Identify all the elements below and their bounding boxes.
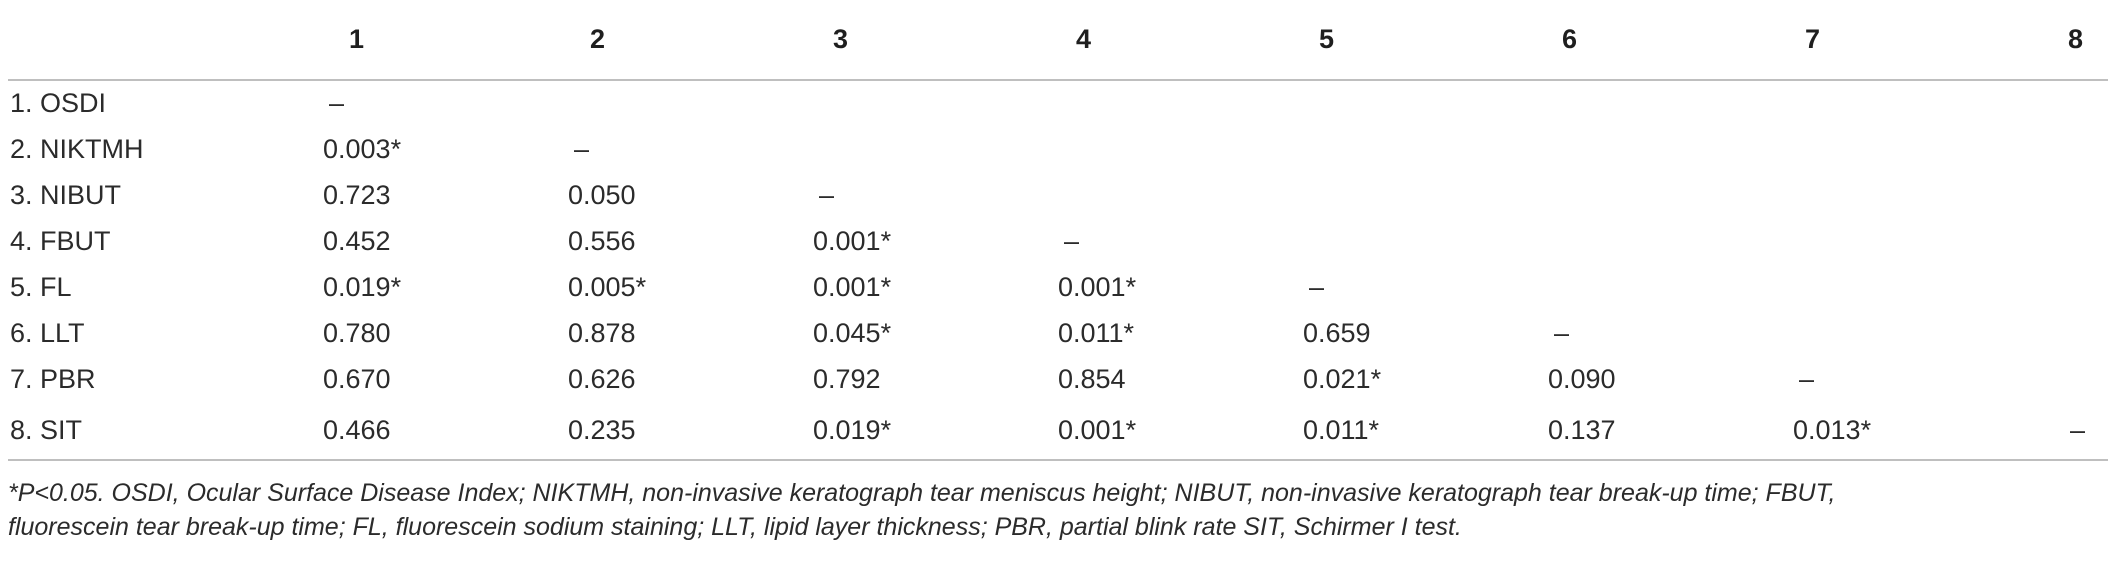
p-value-cell xyxy=(1785,172,2030,218)
row-label: 4. FBUT xyxy=(10,225,111,256)
p-value-cell xyxy=(1785,264,2030,310)
p-value-cell: 0.001* xyxy=(1058,415,1137,445)
p-value-cell: 0.011* xyxy=(1303,415,1380,445)
p-value-cell: 0.019* xyxy=(323,271,402,302)
p-value-cell: 0.659 xyxy=(1303,317,1371,348)
p-value-cell xyxy=(1540,264,1785,310)
p-value-cell: 0.670 xyxy=(323,363,391,394)
table-row: 5. FL 0.019* 0.005* 0.001* 0.001* – xyxy=(8,264,2108,310)
p-value-cell xyxy=(1540,126,1785,172)
header-cell-empty xyxy=(8,0,315,80)
footnote-line-1: *P<0.05. OSDI, Ocular Surface Disease In… xyxy=(8,479,1836,507)
p-value-cell xyxy=(1540,218,1785,264)
table-row: 4. FBUT 0.452 0.556 0.001* – xyxy=(8,218,2108,264)
p-value-cell: 0.137 xyxy=(1548,415,1616,445)
p-value-cell: 0.780 xyxy=(323,317,391,348)
table-footnote: *P<0.05. OSDI, Ocular Surface Disease In… xyxy=(8,476,2108,544)
p-value-cell xyxy=(1295,126,1540,172)
p-value-cell xyxy=(2030,356,2108,402)
p-value-cell: 0.001* xyxy=(813,271,892,302)
p-value-cell xyxy=(560,80,805,126)
p-value-cell: 0.452 xyxy=(323,225,391,256)
header-cell-8: 8 xyxy=(2068,24,2084,54)
p-value-cell xyxy=(1295,80,1540,126)
row-label: 1. OSDI xyxy=(10,88,107,118)
p-value-cell xyxy=(1785,218,2030,264)
header-cell-4: 4 xyxy=(1076,24,1092,54)
p-value-cell: 0.090 xyxy=(1548,363,1616,394)
p-value-cell xyxy=(2030,172,2108,218)
p-value-cell xyxy=(1785,126,2030,172)
p-value-cell: 0.001* xyxy=(813,225,892,256)
p-value-cell xyxy=(1050,126,1295,172)
table-body: 1. OSDI – 2. NIKTMH 0.003* – 3. NIBUT 0.723 0.0… xyxy=(8,80,2108,460)
row-label: 2. NIKTMH xyxy=(10,133,144,164)
p-value-cell: 0.050 xyxy=(568,179,636,210)
p-value-cell: 0.019* xyxy=(813,415,892,445)
diagonal-cell: – xyxy=(329,88,345,118)
p-value-cell xyxy=(1785,310,2030,356)
p-value-cell: 0.045* xyxy=(813,317,892,348)
p-value-cell xyxy=(2030,310,2108,356)
header-cell-1: 1 xyxy=(349,24,365,54)
table-row: 1. OSDI – xyxy=(8,80,2108,126)
header-cell-2: 2 xyxy=(590,24,606,54)
p-value-cell: 0.021* xyxy=(1303,363,1382,394)
diagonal-cell: – xyxy=(1309,271,1325,302)
correlation-table: 1 2 3 4 5 6 7 8 1. OSDI – 2. NIKTMH 0.003* –… xyxy=(8,0,2108,461)
footnote-line-2: fluorescein tear break-up time; FL, fluo… xyxy=(8,513,1462,541)
p-value-cell xyxy=(1295,218,1540,264)
p-value-cell: 0.556 xyxy=(568,225,636,256)
p-value-cell: 0.005* xyxy=(568,271,647,302)
row-label: 3. NIBUT xyxy=(10,179,122,210)
p-value-cell xyxy=(2030,264,2108,310)
header-cell-5: 5 xyxy=(1319,24,1335,54)
correlation-table-container: 1 2 3 4 5 6 7 8 1. OSDI – 2. NIKTMH 0.003* –… xyxy=(8,0,2108,461)
p-value-cell: 0.723 xyxy=(323,179,391,210)
header-cell-7: 7 xyxy=(1805,24,1821,54)
row-label: 8. SIT xyxy=(10,415,83,445)
p-value-cell xyxy=(2030,80,2108,126)
table-row: 7. PBR 0.670 0.626 0.792 0.854 0.021* 0.090 – xyxy=(8,356,2108,402)
p-value-cell xyxy=(1050,172,1295,218)
p-value-cell xyxy=(2030,218,2108,264)
row-label: 6. LLT xyxy=(10,317,85,348)
p-value-cell: 0.003* xyxy=(323,133,402,164)
diagonal-cell: – xyxy=(574,133,590,164)
p-value-cell xyxy=(805,126,1050,172)
diagonal-cell: – xyxy=(819,179,835,210)
p-value-cell: 0.878 xyxy=(568,317,636,348)
table-row: 3. NIBUT 0.723 0.050 – xyxy=(8,172,2108,218)
p-value-cell: 0.001* xyxy=(1058,271,1137,302)
row-label: 5. FL xyxy=(10,271,72,302)
p-value-cell xyxy=(1540,172,1785,218)
p-value-cell xyxy=(2030,126,2108,172)
p-value-cell: 0.792 xyxy=(813,363,881,394)
p-value-cell xyxy=(805,80,1050,126)
header-cell-6: 6 xyxy=(1562,24,1578,54)
p-value-cell: 0.013* xyxy=(1793,415,1872,445)
p-value-cell xyxy=(1050,80,1295,126)
p-value-cell xyxy=(1540,80,1785,126)
p-value-cell: 0.854 xyxy=(1058,363,1126,394)
diagonal-cell: – xyxy=(2070,415,2086,445)
diagonal-cell: – xyxy=(1799,363,1815,394)
diagonal-cell: – xyxy=(1554,317,1570,348)
table-row: 6. LLT 0.780 0.878 0.045* 0.011* 0.659 – xyxy=(8,310,2108,356)
p-value-cell xyxy=(1295,172,1540,218)
table-header: 1 2 3 4 5 6 7 8 xyxy=(8,0,2108,80)
p-value-cell: 0.466 xyxy=(323,415,391,445)
table-row: 8. SIT 0.466 0.235 0.019* 0.001* 0.011* 0.137 0… xyxy=(8,402,2108,460)
p-value-cell xyxy=(1785,80,2030,126)
header-cell-3: 3 xyxy=(833,24,849,54)
table-row: 2. NIKTMH 0.003* – xyxy=(8,126,2108,172)
diagonal-cell: – xyxy=(1064,225,1080,256)
p-value-cell: 0.235 xyxy=(568,415,636,445)
header-row: 1 2 3 4 5 6 7 8 xyxy=(8,0,2108,80)
p-value-cell: 0.626 xyxy=(568,363,636,394)
row-label: 7. PBR xyxy=(10,363,96,394)
p-value-cell: 0.011* xyxy=(1058,317,1135,348)
